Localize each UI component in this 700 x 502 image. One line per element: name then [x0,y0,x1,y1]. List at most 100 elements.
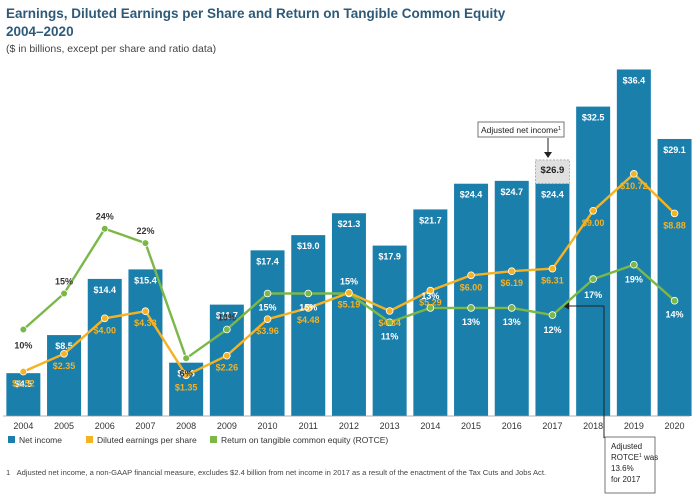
net-income-label-2016: $24.7 [500,187,523,197]
adjusted-net-income-arrowhead [544,152,552,158]
eps-label-2016: $6.19 [500,278,523,288]
net-income-label-2018: $32.5 [582,113,605,123]
x-tick-2011: 2011 [299,421,318,431]
rotce-label-2014: 13% [421,291,439,301]
rotce-point-2018 [589,275,597,283]
rotce-point-2020 [670,296,679,305]
rotce-point-2006 [100,224,109,233]
eps-label-2018: $9.00 [582,218,605,228]
eps-label-2010: $3.96 [256,326,279,336]
eps-point-2012 [345,288,353,297]
net-income-label-2010: $17.4 [256,256,279,266]
x-tick-2007: 2007 [135,421,155,431]
x-tick-2018: 2018 [583,421,603,431]
legend-swatch-eps [86,436,93,443]
rotce-point-2009 [223,325,231,334]
x-tick-2016: 2016 [502,421,522,431]
adjusted-net-income-value: $26.9 [541,165,565,176]
rotce-point-2008 [182,354,190,363]
net-income-label-2007: $15.4 [134,275,157,285]
rotce-label-2011: 15% [299,303,317,313]
x-tick-2017: 2017 [542,421,562,431]
eps-label-2011: $4.48 [297,315,320,325]
eps-label-2005: $2.35 [53,361,76,371]
eps-point-2008 [182,371,190,380]
x-tick-2015: 2015 [461,421,481,431]
eps-point-2011 [304,304,313,312]
legend-label-rotce: Return on tangible common equity (ROTCE) [221,435,388,445]
eps-point-2018 [589,207,597,215]
rotce-label-2016: 13% [503,317,521,327]
net-income-bar-2004 [6,373,41,416]
rotce-point-2007 [141,239,150,247]
x-tick-2013: 2013 [380,421,400,431]
net-income-label-2009: $11.7 [216,311,238,321]
footnote: 1 Adjusted net income, a non-GAAP financ… [6,468,546,477]
net-income-bar-2005 [47,335,82,416]
adjusted-net-income-label: Adjusted net income1 [481,125,561,135]
rotce-label-2012: 15% [340,277,358,287]
net-income-labels: $4.5$8.5$14.4$15.4$5.6$11.7$17.4$19.0$21… [15,75,686,389]
net-income-bar-2013 [372,245,407,416]
chart-subtitle: ($ in billions, except per share and rat… [6,43,217,55]
legend-swatch-rotce [210,436,217,443]
x-tick-2019: 2019 [624,421,644,431]
footnote-text: Adjusted net income, a non-GAAP financia… [16,468,547,477]
eps-label-2007: $4.33 [134,318,157,328]
x-axis-tick-labels: 2004 2005 2006 2007 2008 2009 2010 2011 2012 2013… [13,421,684,431]
net-income-bar-2015 [454,183,489,416]
eps-label-2015: $6.00 [460,282,483,292]
eps-point-2014 [426,286,435,295]
rotce-label-2008: 6% [180,368,193,378]
eps-point-2016 [507,267,516,276]
net-income-bar-2019 [616,69,651,417]
eps-point-2005 [60,349,68,358]
chart-title-line1: Earnings, Diluted Earnings per Share and… [6,6,506,21]
legend-swatch-net-income [8,436,15,443]
eps-point-2004 [19,367,28,376]
eps-label-2014: $5.29 [419,298,442,308]
adjusted-rotce-box [604,436,656,494]
adjusted-rotce-text: Adjusted ROTCE1 was 13.6% for 2017 [611,442,660,484]
eps-point-2015 [467,271,475,280]
rotce-point-2013 [385,318,394,327]
net-income-bar-2012 [331,213,366,416]
eps-point-2019 [630,170,638,178]
legend: Net income Diluted earnings per share Re… [8,435,388,445]
eps-point-2009 [223,351,231,360]
eps-label-2013: $4.34 [378,318,401,328]
x-tick-2012: 2012 [339,421,359,431]
x-tick-2009: 2009 [217,421,237,431]
rotce-label-2010: 15% [259,303,277,313]
x-tick-2004: 2004 [13,421,33,431]
net-income-bar-2017 [535,183,570,416]
rotce-label-2005: 15% [55,277,73,287]
eps-point-2010 [263,315,272,323]
net-income-bar-2006 [87,278,122,416]
eps-label-2012: $5.19 [338,300,361,310]
rotce-point-2014 [426,304,435,312]
x-tick-2006: 2006 [95,421,115,431]
eps-label-2017: $6.31 [541,276,564,286]
rotce-point-2019 [630,260,638,269]
x-tick-2020: 2020 [665,421,685,431]
net-income-label-2019: $36.4 [623,75,646,85]
adjusted-rotce-callout: Adjusted ROTCE1 was 13.6% for 2017 [563,302,660,494]
rotce-label-2009: 10% [218,313,236,323]
rotce-point-2015 [467,304,475,312]
eps-label-2004: $1.52 [12,379,35,389]
footnote-number: 1 [6,468,11,477]
x-tick-2005: 2005 [54,421,74,431]
x-tick-2008: 2008 [176,421,196,431]
net-income-label-2013: $17.9 [378,252,401,262]
eps-label-2019: $10.72 [620,181,648,191]
eps-point-2007 [141,307,150,316]
rotce-point-2016 [507,304,516,312]
rotce-point-2011 [304,289,313,298]
net-income-bar-2010 [250,250,285,416]
net-income-label-2017: $24.4 [541,190,564,200]
net-income-label-2020: $29.1 [663,145,686,155]
rotce-label-2015: 13% [462,317,480,327]
rotce-label-2020: 14% [666,310,684,320]
rotce-label-2018: 17% [584,290,602,300]
